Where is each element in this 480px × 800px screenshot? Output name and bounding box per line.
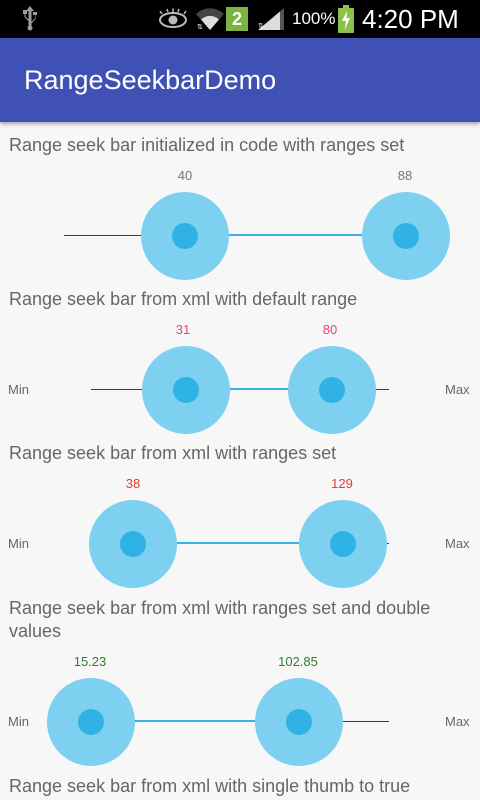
- battery-percent: 100%: [292, 0, 335, 38]
- seekbar-max-label: Max: [445, 714, 470, 729]
- seekbar-max-value: 129: [302, 476, 382, 491]
- battery-charging-icon: [338, 0, 354, 38]
- notification-badge-count: 2: [226, 7, 248, 31]
- section-title-3: Range seek bar from xml with ranges set: [9, 442, 469, 465]
- section-title-5: Range seek bar from xml with single thum…: [9, 775, 469, 798]
- seekbar-max-label: Max: [445, 536, 470, 551]
- section-title-4: Range seek bar from xml with ranges set …: [9, 597, 469, 643]
- seekbar-min-value: 40: [145, 168, 225, 183]
- seekbar-min-value: 15.23: [50, 654, 130, 669]
- seekbar-max-thumb[interactable]: [299, 500, 387, 588]
- svg-text:⇅: ⇅: [258, 23, 264, 30]
- status-bar: ⇅ 2 ⇅ 100% 4:20 PM: [0, 0, 480, 38]
- seekbar-min-thumb[interactable]: [141, 192, 229, 280]
- seekbar-min-value: 38: [93, 476, 173, 491]
- wifi-icon: ⇅: [196, 0, 224, 38]
- seekbar-min-thumb[interactable]: [47, 678, 135, 766]
- app-title: RangeSeekbarDemo: [24, 38, 276, 122]
- seekbar-max-value: 80: [290, 322, 370, 337]
- seekbar-min-label: Min: [8, 382, 29, 397]
- seekbar-min-value: 31: [143, 322, 223, 337]
- signal-icon: ⇅: [256, 0, 286, 38]
- seekbar-max-value: 102.85: [258, 654, 338, 669]
- seekbar-max-thumb[interactable]: [255, 678, 343, 766]
- seekbar-max-thumb[interactable]: [288, 346, 376, 434]
- seekbar-min-thumb[interactable]: [89, 500, 177, 588]
- clock: 4:20 PM: [362, 0, 459, 38]
- eye-icon: [158, 0, 188, 38]
- section-title-1: Range seek bar initialized in code with …: [9, 134, 469, 157]
- app-bar: RangeSeekbarDemo: [0, 38, 480, 122]
- notification-badge-icon: 2: [226, 0, 248, 38]
- svg-text:⇅: ⇅: [197, 24, 203, 31]
- seekbar-max-thumb[interactable]: [362, 192, 450, 280]
- seekbar-min-thumb[interactable]: [142, 346, 230, 434]
- seekbar-max-value: 88: [365, 168, 445, 183]
- seekbar-min-label: Min: [8, 536, 29, 551]
- usb-icon: [22, 0, 38, 38]
- seekbar-min-label: Min: [8, 714, 29, 729]
- section-title-2: Range seek bar from xml with default ran…: [9, 288, 469, 311]
- seekbar-max-label: Max: [445, 382, 470, 397]
